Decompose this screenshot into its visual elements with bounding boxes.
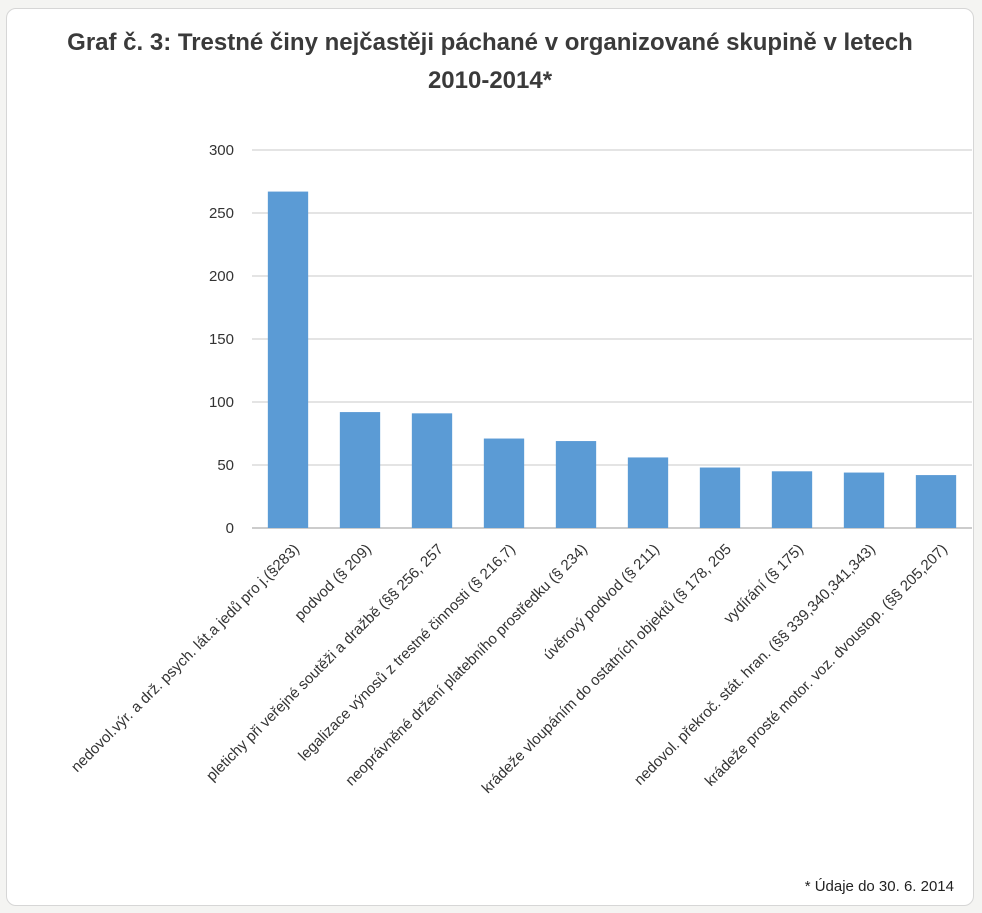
y-axis-ticks: 0 50 100 150 200 250 300 xyxy=(209,142,234,537)
bar xyxy=(411,413,453,528)
chart-title: Graf č. 3: Trestné činy nejčastěji pácha… xyxy=(67,29,913,94)
bar xyxy=(339,412,381,528)
x-category-label: nedovol. překroč. stát. hran. (§§ 339,34… xyxy=(631,541,879,789)
x-category-label: krádeže vloupáním do ostatních objektů (… xyxy=(479,541,735,797)
y-tick-label: 0 xyxy=(226,520,234,537)
x-category-label: nedovol.výr. a drž. psych. lát.a jedů pr… xyxy=(68,541,303,776)
x-category-label: podvod (§ 209) xyxy=(291,541,374,624)
y-tick-label: 100 xyxy=(209,394,234,411)
bar xyxy=(771,471,813,528)
bar xyxy=(555,441,597,528)
y-tick-label: 300 xyxy=(209,142,234,159)
y-tick-label: 150 xyxy=(209,331,234,348)
bars xyxy=(267,191,957,528)
y-tick-label: 250 xyxy=(209,205,234,222)
footnote: * Údaje do 30. 6. 2014 xyxy=(804,878,954,895)
y-tick-label: 50 xyxy=(217,457,234,474)
x-category-label: neoprávněné držení platebního prostředku… xyxy=(342,541,590,789)
x-category-label: krádeže prosté motor. voz. dvoustop. (§§… xyxy=(702,541,951,790)
bar xyxy=(699,467,741,528)
bar xyxy=(843,472,885,528)
x-category-label: úvěrový podvod (§ 211) xyxy=(540,541,663,664)
bar xyxy=(267,191,309,528)
y-tick-label: 200 xyxy=(209,268,234,285)
bar xyxy=(915,475,957,528)
bar xyxy=(627,457,669,528)
x-axis-labels: nedovol.výr. a drž. psych. lát.a jedů pr… xyxy=(68,541,951,797)
bar xyxy=(483,438,525,528)
